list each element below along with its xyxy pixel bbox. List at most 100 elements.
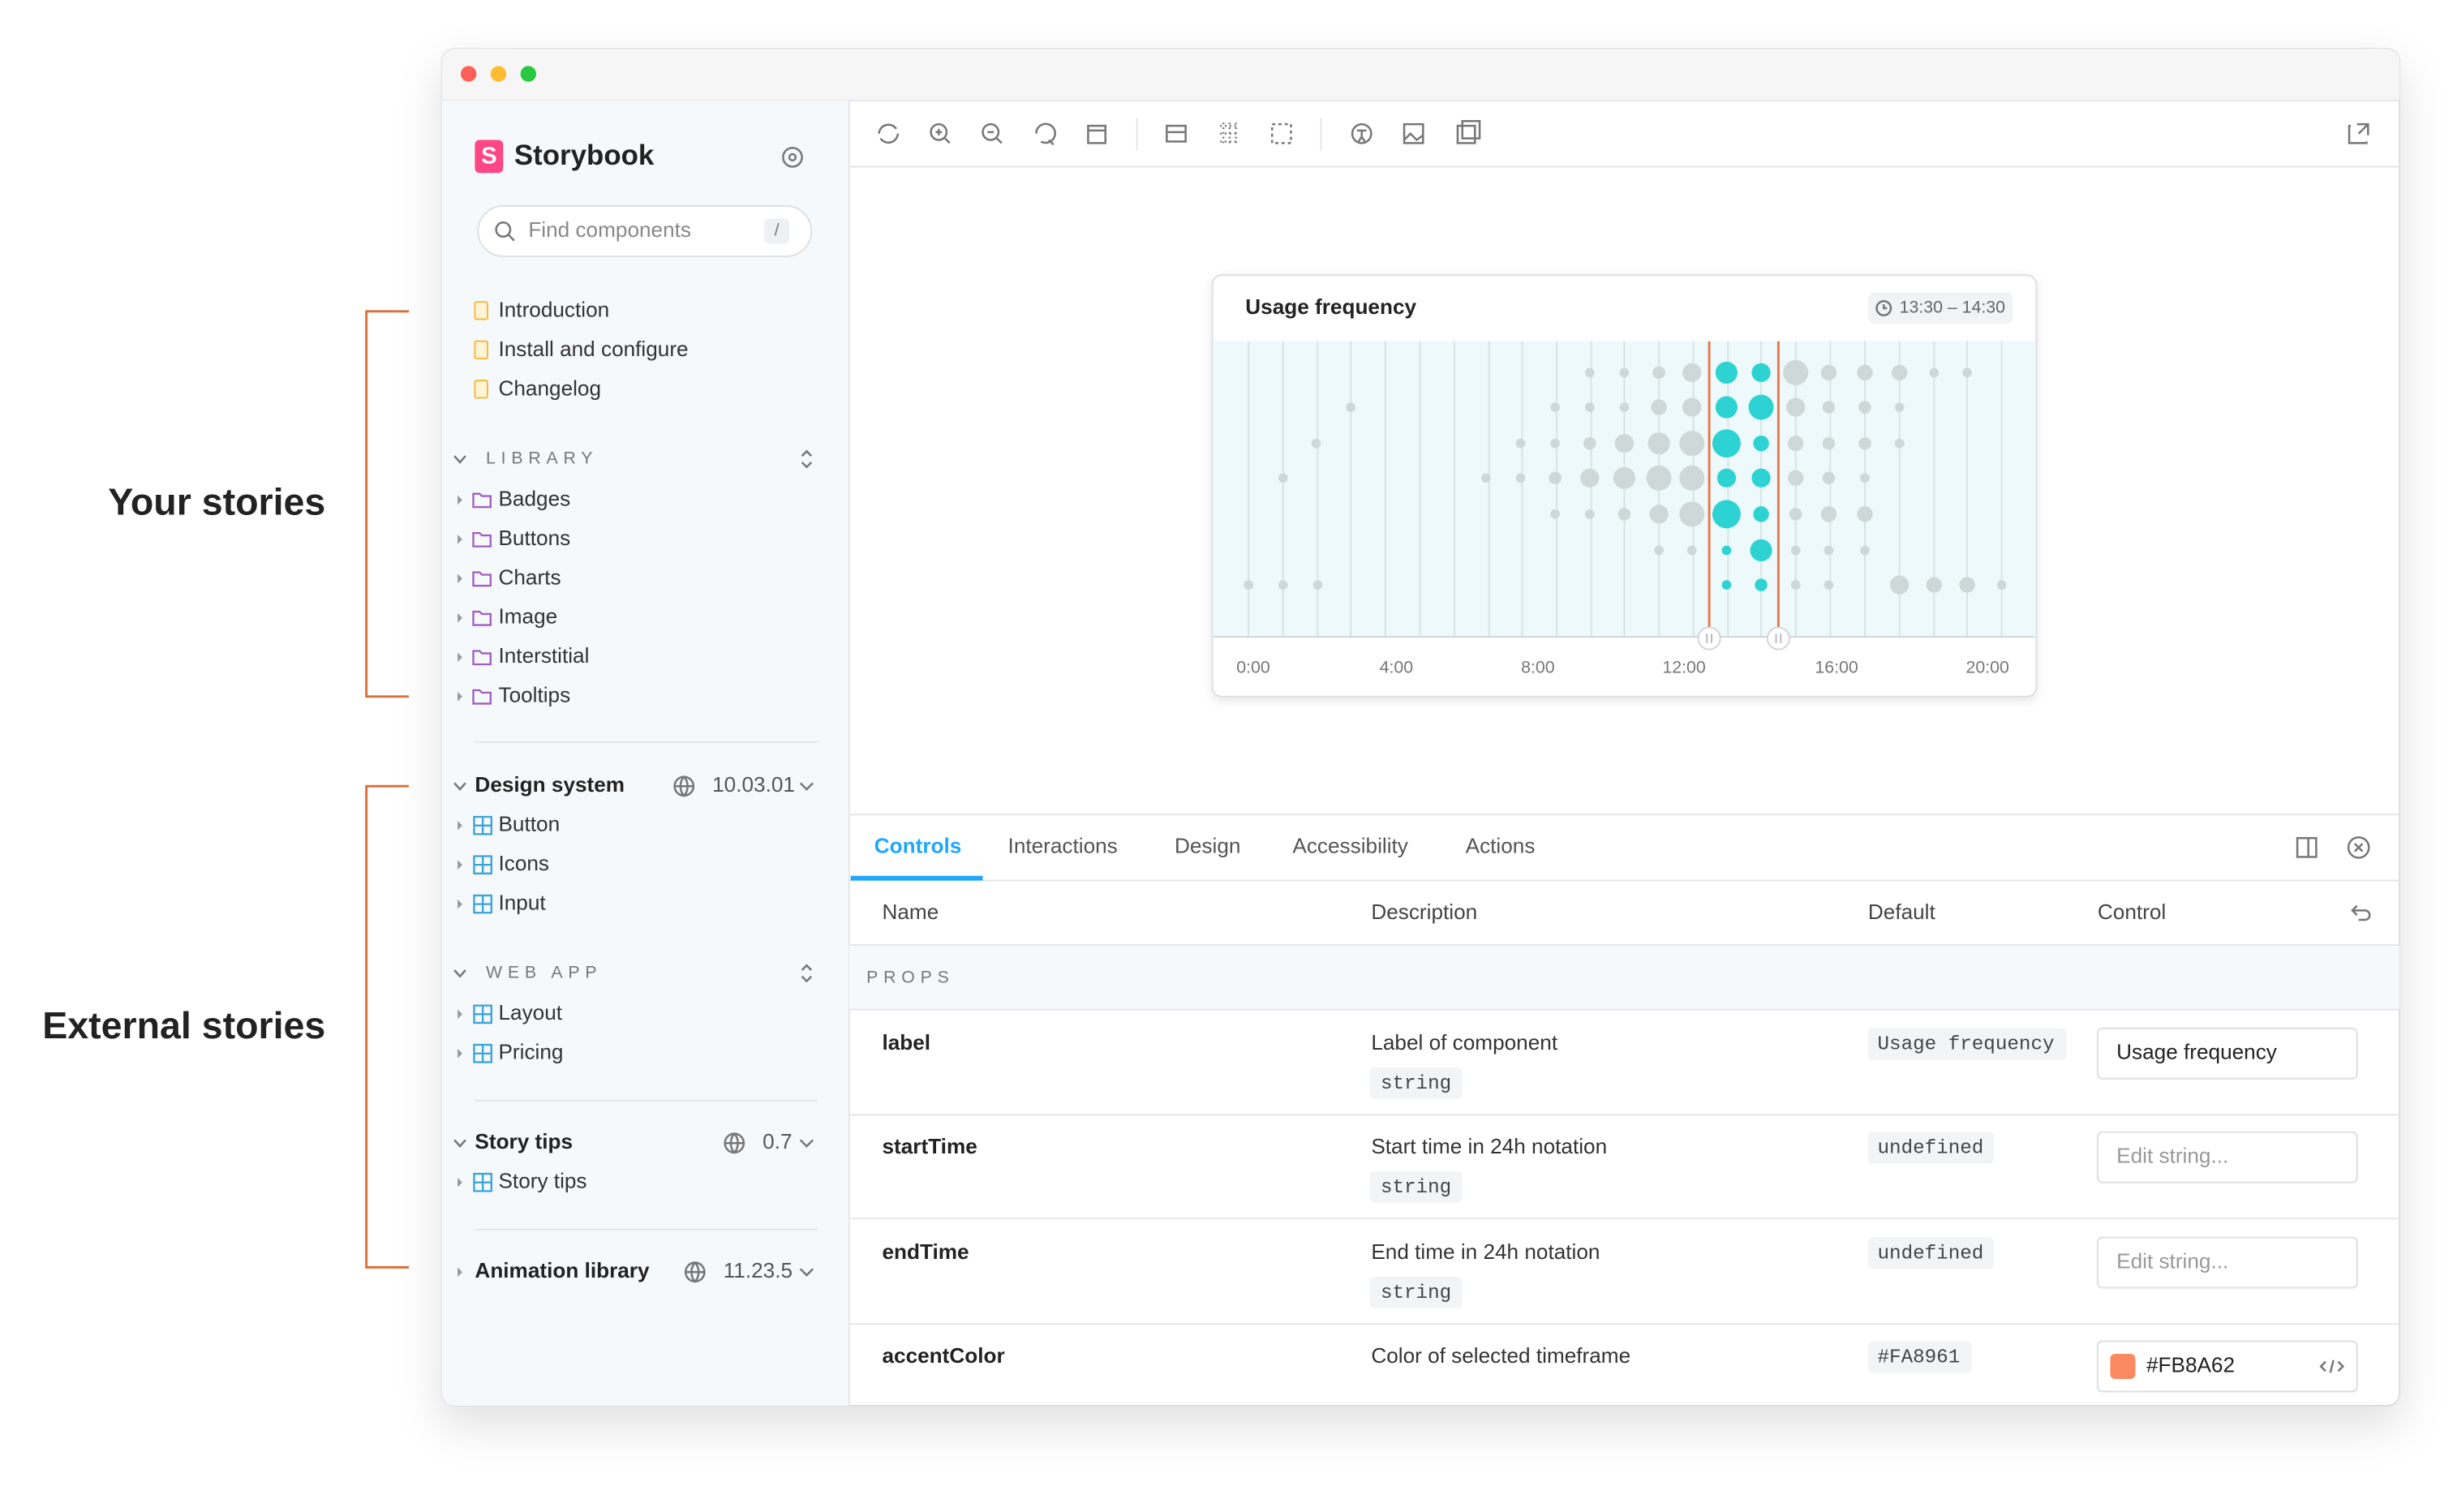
story-group[interactable]: Interstitial (499, 643, 590, 668)
dot (1651, 399, 1667, 415)
dot (1751, 468, 1771, 488)
ref-version[interactable]: 0.7 (763, 1129, 792, 1153)
shape (685, 1261, 705, 1283)
settings-icon[interactable] (782, 146, 803, 168)
layout-icon[interactable] (2296, 836, 2318, 858)
search-placeholder: Find components (528, 217, 691, 242)
prop-name: accentColor (882, 1343, 1004, 1368)
doc-link[interactable]: Changelog (499, 376, 602, 401)
dot (1858, 436, 1871, 450)
toolbar (848, 118, 2400, 168)
dot (495, 221, 512, 238)
doc-link[interactable]: Install and configure (499, 337, 689, 361)
shape (1867, 1237, 1994, 1269)
story-component[interactable]: Icons (499, 851, 550, 875)
story-group[interactable]: Badges (499, 486, 571, 510)
dot (1682, 397, 1702, 417)
tab[interactable]: Interactions (1008, 834, 1118, 858)
shape (801, 449, 813, 469)
shape (799, 782, 814, 791)
story-component[interactable]: Story tips (499, 1169, 587, 1193)
search-box[interactable] (477, 204, 813, 257)
story-group[interactable]: Charts (499, 565, 561, 589)
shape (1087, 124, 1107, 144)
toolbar-icons[interactable] (878, 119, 2369, 146)
text-input[interactable] (2096, 1236, 2358, 1289)
color-input[interactable] (2096, 1340, 2358, 1393)
sidebar: S Storybook Find components / Introducti… (441, 101, 850, 1406)
dot (1584, 509, 1595, 519)
text-input[interactable] (2096, 1131, 2358, 1183)
dot (1715, 396, 1738, 419)
tab[interactable]: Design (1175, 834, 1240, 858)
shape (453, 455, 466, 464)
ref-title[interactable]: Animation library (475, 1258, 650, 1282)
dot (1712, 429, 1741, 458)
shape (1369, 1067, 1463, 1099)
x-label: 8:00 (1521, 657, 1555, 677)
reset-icon[interactable] (2351, 904, 2371, 921)
dot (1929, 367, 1940, 378)
tab[interactable]: Actions (1466, 834, 1536, 858)
close-button[interactable] (460, 66, 477, 82)
shape (1867, 1341, 1972, 1373)
dot (1822, 471, 1836, 485)
library: LIBRARY Badges Buttons Charts Image Inte… (453, 449, 813, 707)
story-group[interactable]: Image (499, 604, 558, 629)
dot (1346, 402, 1355, 412)
range-handle[interactable] (1697, 626, 1721, 651)
dot (1824, 545, 1834, 556)
dot (1858, 401, 1871, 414)
code-icon[interactable] (2319, 1360, 2345, 1373)
story-component[interactable]: Layout (499, 1000, 563, 1024)
annotation: External stories (42, 1004, 325, 1046)
doc-link[interactable]: Introduction (499, 298, 610, 322)
story-component[interactable]: Pricing (499, 1040, 564, 1064)
dot (1891, 364, 1908, 381)
prop-row: accentColor Color of selected timeframe … (882, 1340, 2358, 1393)
dot (1619, 367, 1630, 378)
color-swatch[interactable] (2110, 1353, 2136, 1380)
dot (1580, 468, 1600, 488)
story-group[interactable]: Buttons (499, 526, 571, 550)
prop-type: string (1381, 1073, 1451, 1095)
ref-title[interactable]: Design system (475, 772, 625, 797)
prop-row: label Label of component string Usage fr… (882, 1027, 2358, 1099)
prop-default: undefined (1878, 1243, 1984, 1265)
close-icon[interactable] (2347, 835, 2370, 859)
selection-lines (1708, 341, 1780, 638)
ref-title[interactable]: Story tips (475, 1129, 573, 1153)
shape (799, 1139, 814, 1148)
dot (1613, 466, 1635, 489)
logo (475, 140, 504, 174)
dot (1244, 580, 1253, 590)
x-label: 4:00 (1380, 657, 1414, 677)
dot (1721, 545, 1732, 556)
dot (1715, 361, 1738, 384)
range-handle[interactable] (1766, 626, 1790, 651)
shape (1883, 304, 1888, 310)
section-title[interactable]: LIBRARY (486, 449, 598, 468)
prop-row: endTime End time in 24h notation string … (882, 1236, 2358, 1308)
shape (799, 1268, 814, 1277)
story-component[interactable]: Button (499, 812, 561, 836)
search-shortcut: / (775, 221, 780, 240)
dot (930, 122, 948, 141)
section-title[interactable]: WEB APP (486, 963, 602, 982)
tab[interactable]: Accessibility (1292, 834, 1408, 858)
tab[interactable]: Controls (874, 834, 962, 858)
dot (1755, 578, 1768, 591)
story-component[interactable]: Input (499, 891, 547, 915)
ref-version[interactable]: 11.23.5 (724, 1258, 793, 1282)
animation-library: Animation library 11.23.5 (458, 1258, 814, 1283)
zoom-button[interactable] (520, 66, 537, 82)
text-input[interactable] (2096, 1027, 2358, 1080)
shape (1369, 1277, 1463, 1308)
section-title: PROPS (866, 967, 955, 986)
minimize-button[interactable] (490, 66, 507, 82)
dot (1583, 436, 1596, 450)
ref-version[interactable]: 10.03.01 (712, 772, 795, 797)
shape (453, 969, 466, 978)
story-group[interactable]: Tooltips (499, 683, 571, 707)
dot (1875, 299, 1892, 316)
